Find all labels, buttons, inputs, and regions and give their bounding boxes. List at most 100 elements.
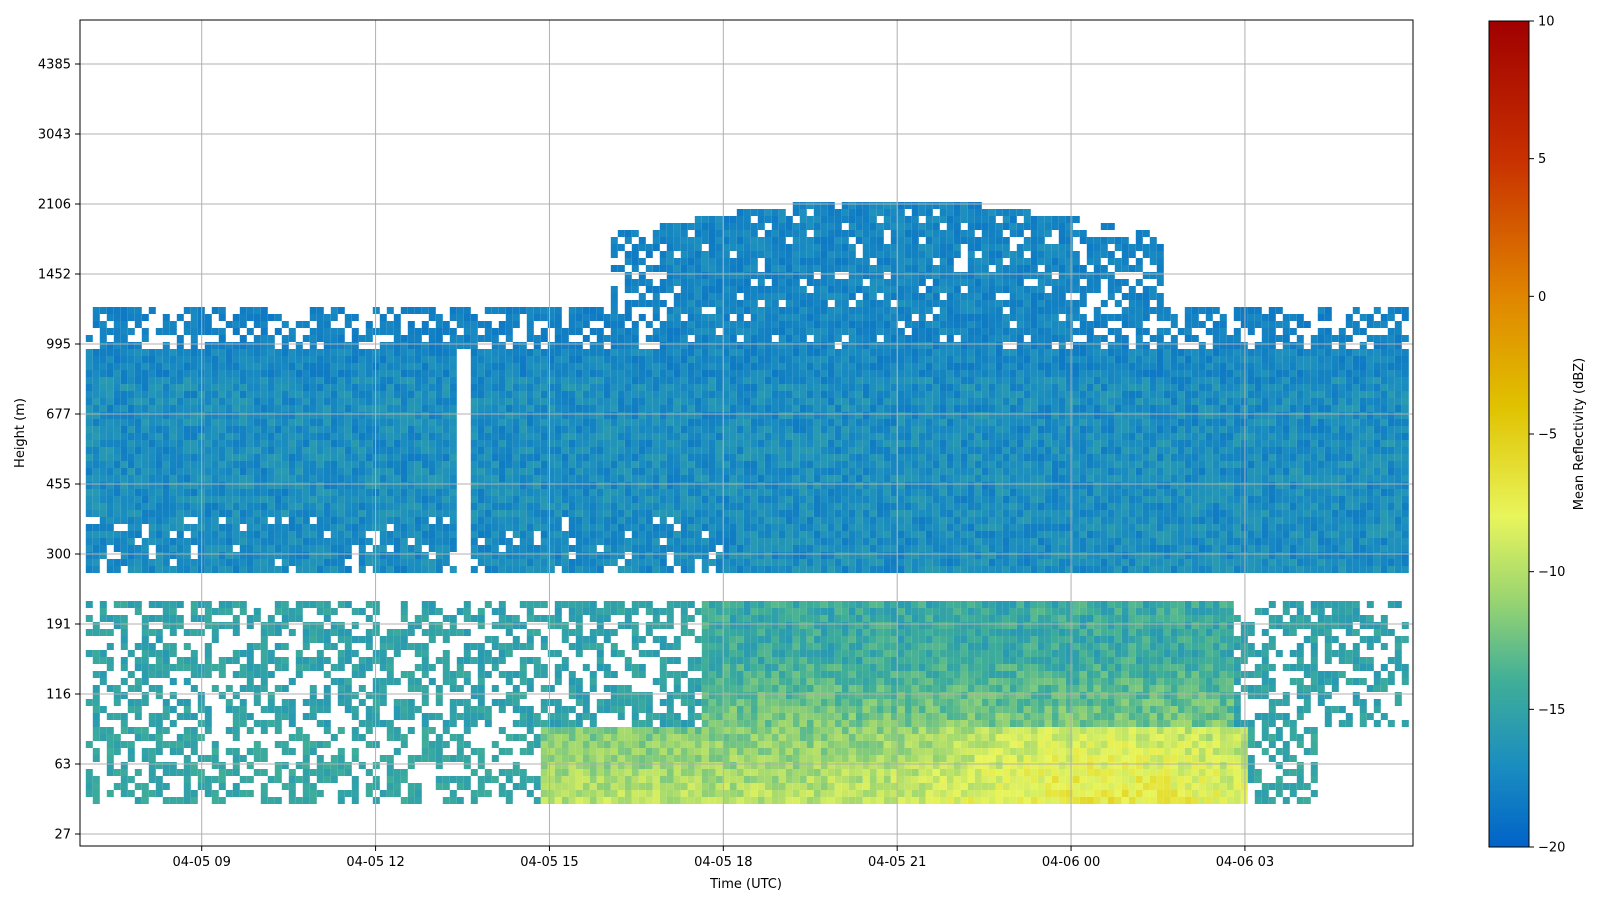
heatmap-cell	[1142, 461, 1150, 468]
heatmap-cell	[428, 398, 436, 405]
heatmap-cell	[365, 419, 373, 426]
heatmap-cell	[484, 356, 492, 363]
heatmap-cell	[729, 300, 737, 307]
heatmap-cell	[253, 321, 261, 328]
heatmap-cell	[575, 426, 583, 433]
heatmap-cell	[1240, 440, 1248, 447]
heatmap-cell	[911, 300, 919, 307]
heatmap-cell	[1107, 258, 1115, 265]
heatmap-cell	[316, 384, 324, 391]
heatmap-cell	[1086, 272, 1094, 279]
heatmap-cell	[414, 349, 422, 356]
heatmap-cell	[1100, 433, 1108, 440]
heatmap-cell	[120, 461, 128, 468]
heatmap-cell	[435, 447, 443, 454]
heatmap-cell	[820, 258, 828, 265]
heatmap-cell	[890, 314, 898, 321]
heatmap-cell	[785, 223, 793, 230]
heatmap-cell	[435, 391, 443, 398]
heatmap-cell	[526, 370, 534, 377]
heatmap-cell	[897, 419, 905, 426]
heatmap-cell	[1016, 440, 1024, 447]
heatmap-cell	[1135, 356, 1143, 363]
heatmap-cell	[939, 279, 947, 286]
heatmap-cell	[792, 398, 800, 405]
heatmap-cell	[1093, 279, 1101, 286]
heatmap-cell	[372, 377, 380, 384]
heatmap-cell	[757, 223, 765, 230]
heatmap-cell	[1184, 391, 1192, 398]
heatmap-cell	[176, 384, 184, 391]
heatmap-cell	[1121, 377, 1129, 384]
heatmap-cell	[1170, 349, 1178, 356]
heatmap-cell	[1142, 314, 1150, 321]
heatmap-cell	[960, 335, 968, 342]
heatmap-cell	[722, 405, 730, 412]
heatmap-cell	[1268, 447, 1276, 454]
heatmap-cell	[1051, 328, 1059, 335]
heatmap-cell	[785, 419, 793, 426]
heatmap-cell	[344, 447, 352, 454]
heatmap-cell	[183, 461, 191, 468]
heatmap-cell	[673, 342, 681, 349]
heatmap-cell	[624, 384, 632, 391]
heatmap-cell	[1023, 447, 1031, 454]
heatmap-cell	[1114, 314, 1122, 321]
heatmap-cell	[820, 286, 828, 293]
heatmap-cell	[162, 440, 170, 447]
heatmap-cell	[99, 426, 107, 433]
heatmap-cell	[1233, 447, 1241, 454]
heatmap-cell	[1002, 454, 1010, 461]
heatmap-cell	[743, 279, 751, 286]
heatmap-cell	[848, 468, 856, 475]
heatmap-cell	[771, 370, 779, 377]
heatmap-cell	[1016, 251, 1024, 258]
heatmap-cell	[589, 356, 597, 363]
heatmap-cell	[1268, 356, 1276, 363]
heatmap-cell	[1401, 335, 1409, 342]
heatmap-cell	[1093, 377, 1101, 384]
heatmap-cell	[687, 370, 695, 377]
heatmap-cell	[428, 384, 436, 391]
heatmap-cell	[386, 468, 394, 475]
heatmap-cell	[750, 328, 758, 335]
heatmap-cell	[1142, 300, 1150, 307]
heatmap-cell	[183, 307, 191, 314]
heatmap-cell	[176, 398, 184, 405]
heatmap-cell	[407, 405, 415, 412]
heatmap-cell	[232, 440, 240, 447]
heatmap-cell	[792, 279, 800, 286]
heatmap-cell	[1177, 426, 1185, 433]
heatmap-cell	[1366, 419, 1374, 426]
heatmap-cell	[764, 237, 772, 244]
heatmap-cell	[925, 363, 933, 370]
heatmap-cell	[379, 328, 387, 335]
heatmap-cell	[1009, 363, 1017, 370]
heatmap-cell	[1247, 391, 1255, 398]
heatmap-cell	[1016, 384, 1024, 391]
heatmap-cell	[652, 265, 660, 272]
heatmap-cell	[1198, 398, 1206, 405]
heatmap-cell	[113, 440, 121, 447]
heatmap-cell	[323, 391, 331, 398]
heatmap-cell	[841, 307, 849, 314]
heatmap-cell	[743, 363, 751, 370]
heatmap-cell	[1044, 440, 1052, 447]
heatmap-cell	[841, 363, 849, 370]
heatmap-cell	[974, 342, 982, 349]
heatmap-cell	[442, 454, 450, 461]
heatmap-cell	[834, 468, 842, 475]
heatmap-cell	[953, 251, 961, 258]
heatmap-cell	[1142, 307, 1150, 314]
heatmap-cell	[428, 342, 436, 349]
heatmap-cell	[932, 447, 940, 454]
heatmap-cell	[351, 398, 359, 405]
heatmap-cell	[302, 370, 310, 377]
heatmap-cell	[988, 461, 996, 468]
heatmap-cell	[813, 314, 821, 321]
heatmap-cell	[260, 370, 268, 377]
heatmap-cell	[939, 461, 947, 468]
heatmap-cell	[750, 384, 758, 391]
heatmap-cell	[708, 447, 716, 454]
heatmap-cell	[1352, 398, 1360, 405]
